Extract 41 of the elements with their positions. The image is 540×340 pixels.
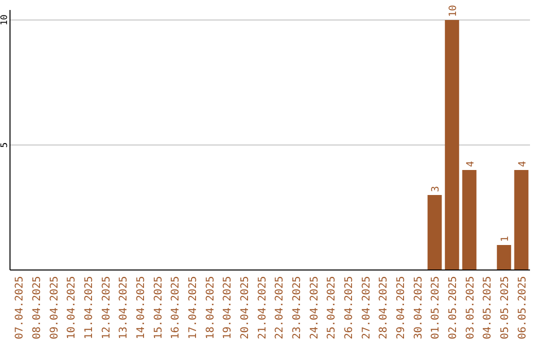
x-tick-label: 03.05.2025: [464, 276, 476, 340]
x-tick-label: 02.05.2025: [447, 276, 459, 340]
x-tick-label: 06.05.2025: [516, 276, 528, 340]
x-tick-label: 27.04.2025: [360, 276, 372, 340]
data-label: 3: [430, 186, 442, 192]
x-tick-label: 05.05.2025: [499, 276, 511, 340]
x-tick-label: 24.04.2025: [308, 276, 320, 340]
x-tick-label: 01.05.2025: [430, 276, 442, 340]
x-tick-label: 25.04.2025: [326, 276, 338, 340]
x-tick-label: 29.04.2025: [395, 276, 407, 340]
x-tick-label: 18.04.2025: [204, 276, 216, 340]
x-tick-label: 10.04.2025: [66, 276, 78, 340]
x-tick-label: 16.04.2025: [170, 276, 182, 340]
bar: [444, 20, 460, 270]
data-label: 4: [517, 160, 528, 167]
data-label: 1: [500, 236, 511, 242]
data-label: 10: [448, 4, 459, 17]
x-tick-label: 21.04.2025: [256, 276, 268, 340]
bar: [428, 195, 442, 270]
x-tick-label: 26.04.2025: [343, 276, 355, 340]
bar: [496, 245, 512, 270]
x-tick-label: 07.04.2025: [14, 276, 26, 340]
data-label: 4: [465, 160, 476, 167]
x-tick-label: 22.04.2025: [274, 276, 286, 340]
x-tick-label: 19.04.2025: [222, 276, 234, 340]
x-tick-label: 17.04.2025: [187, 276, 199, 340]
x-tick-label: 15.04.2025: [152, 276, 164, 340]
x-tick-label: 14.04.2025: [135, 276, 147, 340]
x-tick-label: 12.04.2025: [100, 276, 112, 340]
x-tick-label: 11.04.2025: [83, 276, 95, 340]
x-tick-label: 08.04.2025: [31, 276, 43, 340]
x-tick-label: 28.04.2025: [378, 276, 390, 340]
x-tick-label: 23.04.2025: [291, 276, 303, 340]
y-tick-label: 5: [0, 142, 10, 148]
bar: [462, 170, 476, 270]
x-tick-label: 13.04.2025: [118, 276, 130, 340]
x-tick-label: 20.04.2025: [239, 276, 251, 340]
x-tick-label: 30.04.2025: [412, 276, 424, 340]
x-tick-label: 09.04.2025: [48, 276, 60, 340]
x-tick-label: 04.05.2025: [482, 276, 494, 340]
bar: [514, 170, 528, 270]
